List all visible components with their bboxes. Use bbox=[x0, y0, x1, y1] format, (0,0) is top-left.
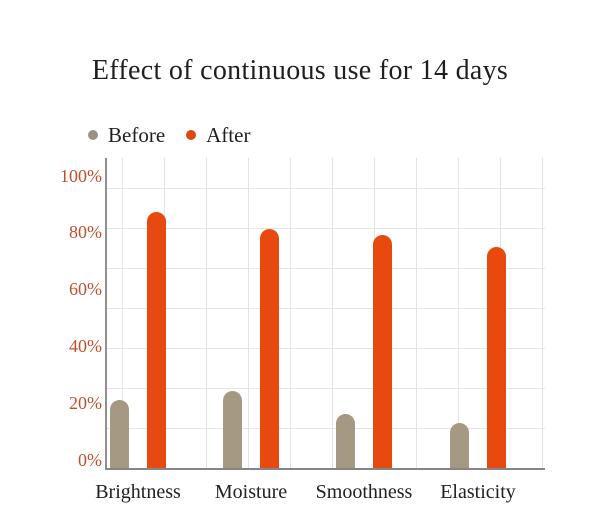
bar-before-elasticity bbox=[450, 423, 469, 468]
y-axis-tick-label: 60% bbox=[69, 279, 102, 300]
legend-marker-before-icon bbox=[88, 130, 98, 140]
legend: Before After bbox=[88, 121, 250, 149]
bar-after-smoothness bbox=[373, 235, 392, 468]
y-axis-tick-label: 100% bbox=[60, 165, 102, 186]
legend-item-before: Before bbox=[88, 121, 165, 149]
y-axis-tick-label: 40% bbox=[69, 335, 102, 356]
plot-area bbox=[105, 158, 545, 470]
y-axis: 0% 20% 40% 60% 80% 100% bbox=[30, 0, 102, 531]
legend-item-after: After bbox=[186, 121, 250, 149]
y-axis-tick-label: 80% bbox=[69, 222, 102, 243]
bar-after-moisture bbox=[260, 229, 279, 468]
chart-title: Effect of continuous use for 14 days bbox=[91, 55, 509, 86]
bar-before-brightness bbox=[110, 400, 129, 468]
bar-after-elasticity bbox=[487, 247, 506, 468]
legend-label-before: Before bbox=[108, 123, 166, 147]
bar-before-smoothness bbox=[336, 414, 355, 468]
category-label-brightness: Brightness bbox=[95, 481, 181, 503]
bar-after-brightness bbox=[147, 212, 166, 468]
category-label-smoothness: Smoothness bbox=[315, 481, 413, 503]
legend-marker-after-icon bbox=[186, 130, 197, 140]
y-axis-tick-label: 0% bbox=[78, 449, 102, 470]
category-label-moisture: Moisture bbox=[214, 481, 288, 503]
legend-label-after: After bbox=[206, 123, 251, 147]
y-axis-tick-label: 20% bbox=[69, 392, 102, 413]
category-label-elasticity: Elasticity bbox=[440, 481, 516, 503]
bar-before-moisture bbox=[223, 391, 242, 468]
